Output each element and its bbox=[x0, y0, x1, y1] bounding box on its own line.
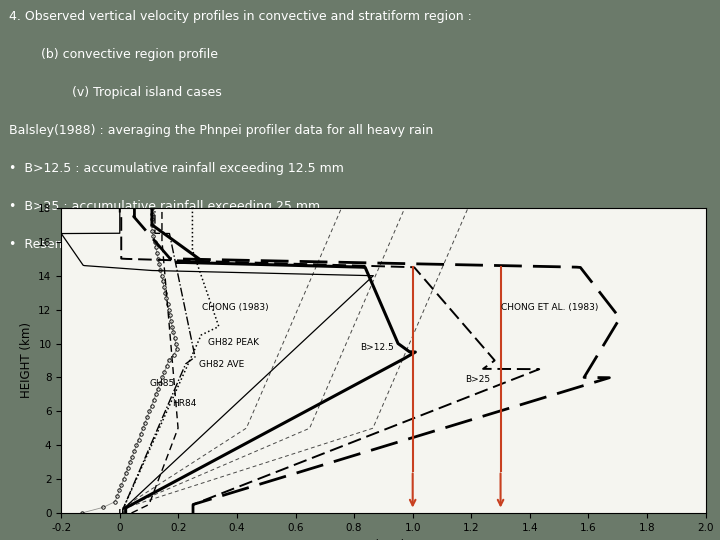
Text: GH85: GH85 bbox=[149, 379, 174, 388]
Text: •  Resemble the continental tropical (COPT’81) data: • Resemble the continental tropical (COP… bbox=[9, 238, 336, 251]
Text: CHONG (1983): CHONG (1983) bbox=[202, 302, 269, 312]
Text: HR84: HR84 bbox=[173, 399, 197, 408]
Text: B>25: B>25 bbox=[465, 375, 490, 384]
Text: 4. Observed vertical velocity profiles in convective and stratiform region :: 4. Observed vertical velocity profiles i… bbox=[9, 10, 472, 23]
X-axis label: w (m/s): w (m/s) bbox=[361, 538, 405, 540]
Text: Balsley(1988) : averaging the Phnpei profiler data for all heavy rain: Balsley(1988) : averaging the Phnpei pro… bbox=[9, 124, 433, 137]
Text: •  B>25 : accumulative rainfall exceeding 25 mm: • B>25 : accumulative rainfall exceeding… bbox=[9, 200, 320, 213]
Text: CHONG ET AL. (1983): CHONG ET AL. (1983) bbox=[500, 302, 598, 312]
Text: (b) convective region profile: (b) convective region profile bbox=[25, 48, 218, 61]
Y-axis label: HEIGHT (km): HEIGHT (km) bbox=[19, 322, 32, 399]
Text: GH82 PEAK: GH82 PEAK bbox=[207, 338, 258, 347]
Text: GH82 AVE: GH82 AVE bbox=[199, 360, 244, 369]
Text: B>12.5: B>12.5 bbox=[360, 343, 394, 352]
Text: •  B>12.5 : accumulative rainfall exceeding 12.5 mm: • B>12.5 : accumulative rainfall exceedi… bbox=[9, 162, 344, 175]
Text: (v) Tropical island cases: (v) Tropical island cases bbox=[40, 86, 221, 99]
